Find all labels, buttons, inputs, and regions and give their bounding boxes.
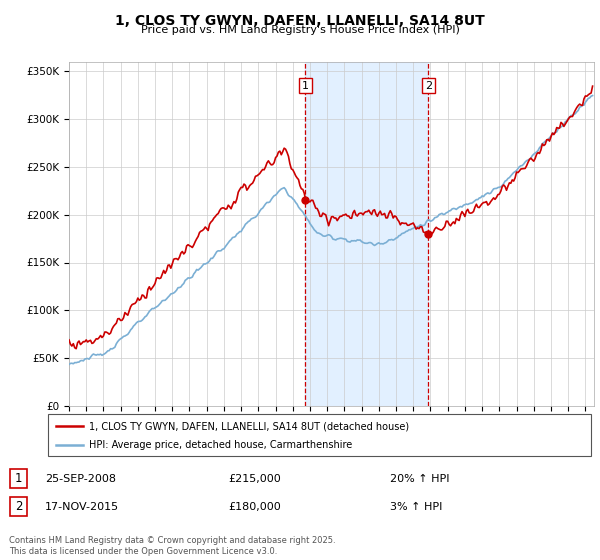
Text: 20% ↑ HPI: 20% ↑ HPI xyxy=(390,474,449,484)
Text: 1: 1 xyxy=(15,472,22,486)
FancyBboxPatch shape xyxy=(48,414,591,456)
Text: 17-NOV-2015: 17-NOV-2015 xyxy=(45,502,119,512)
Text: 2: 2 xyxy=(15,500,22,514)
Text: 3% ↑ HPI: 3% ↑ HPI xyxy=(390,502,442,512)
Text: £180,000: £180,000 xyxy=(228,502,281,512)
Bar xyxy=(305,62,428,406)
Text: 25-SEP-2008: 25-SEP-2008 xyxy=(45,474,116,484)
Text: 1: 1 xyxy=(302,81,309,91)
Text: 1, CLOS TY GWYN, DAFEN, LLANELLI, SA14 8UT: 1, CLOS TY GWYN, DAFEN, LLANELLI, SA14 8… xyxy=(115,14,485,28)
Text: Contains HM Land Registry data © Crown copyright and database right 2025.
This d: Contains HM Land Registry data © Crown c… xyxy=(9,536,335,556)
Text: 1, CLOS TY GWYN, DAFEN, LLANELLI, SA14 8UT (detached house): 1, CLOS TY GWYN, DAFEN, LLANELLI, SA14 8… xyxy=(89,421,409,431)
Text: 2: 2 xyxy=(425,81,432,91)
Text: HPI: Average price, detached house, Carmarthenshire: HPI: Average price, detached house, Carm… xyxy=(89,440,352,450)
FancyBboxPatch shape xyxy=(10,469,27,488)
FancyBboxPatch shape xyxy=(10,497,27,516)
Text: £215,000: £215,000 xyxy=(228,474,281,484)
Text: Price paid vs. HM Land Registry's House Price Index (HPI): Price paid vs. HM Land Registry's House … xyxy=(140,25,460,35)
